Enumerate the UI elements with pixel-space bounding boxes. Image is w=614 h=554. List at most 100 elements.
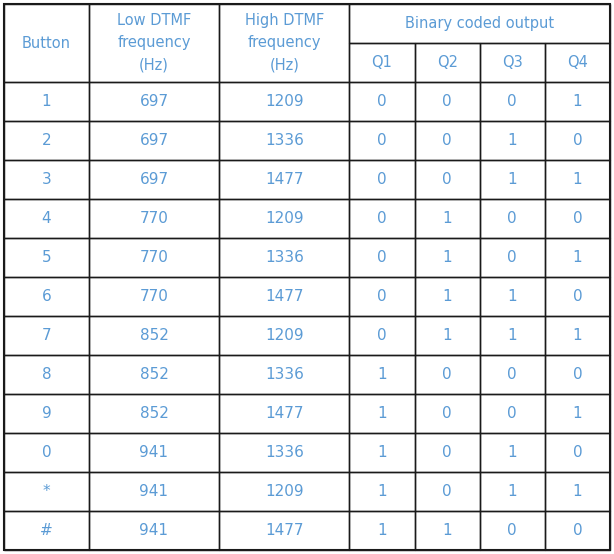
- Text: Q1: Q1: [371, 55, 392, 70]
- Text: 1: 1: [507, 172, 517, 187]
- Text: 1: 1: [573, 94, 582, 109]
- Text: 0: 0: [573, 523, 582, 538]
- Text: 0: 0: [507, 406, 517, 421]
- Text: 0: 0: [507, 367, 517, 382]
- Bar: [349, 511, 414, 550]
- Text: 852: 852: [139, 406, 168, 421]
- Bar: [4, 316, 89, 355]
- Text: 0: 0: [507, 211, 517, 226]
- Text: 0: 0: [442, 406, 452, 421]
- Text: 1: 1: [507, 445, 517, 460]
- Bar: [89, 316, 219, 355]
- Bar: [4, 160, 89, 199]
- Text: 0: 0: [573, 445, 582, 460]
- Text: 941: 941: [139, 484, 168, 499]
- Text: 1: 1: [573, 406, 582, 421]
- Text: Q2: Q2: [437, 55, 457, 70]
- Bar: [89, 160, 219, 199]
- Bar: [480, 82, 545, 121]
- Text: 941: 941: [139, 523, 168, 538]
- Text: 0: 0: [573, 211, 582, 226]
- Bar: [219, 472, 349, 511]
- Bar: [349, 238, 414, 277]
- Text: 852: 852: [139, 328, 168, 343]
- Text: 1: 1: [377, 406, 387, 421]
- Bar: [89, 121, 219, 160]
- Bar: [349, 433, 414, 472]
- Text: 1: 1: [377, 523, 387, 538]
- Bar: [480, 238, 545, 277]
- Text: 1209: 1209: [265, 211, 303, 226]
- Bar: [349, 277, 414, 316]
- Bar: [414, 433, 480, 472]
- Bar: [4, 433, 89, 472]
- Bar: [480, 199, 545, 238]
- Text: 0: 0: [377, 328, 387, 343]
- Bar: [4, 238, 89, 277]
- Bar: [219, 433, 349, 472]
- Text: 1477: 1477: [265, 289, 303, 304]
- Text: #: #: [40, 523, 53, 538]
- Text: 2: 2: [42, 133, 51, 148]
- Text: 0: 0: [377, 289, 387, 304]
- Bar: [219, 511, 349, 550]
- Bar: [545, 277, 610, 316]
- Text: 1: 1: [507, 289, 517, 304]
- Bar: [219, 121, 349, 160]
- Text: 0: 0: [377, 94, 387, 109]
- Bar: [545, 472, 610, 511]
- Bar: [89, 82, 219, 121]
- Text: 1: 1: [442, 289, 452, 304]
- Text: 697: 697: [139, 133, 169, 148]
- Text: Low DTMF
frequency
(Hz): Low DTMF frequency (Hz): [117, 13, 191, 73]
- Bar: [480, 316, 545, 355]
- Text: 0: 0: [573, 133, 582, 148]
- Bar: [545, 355, 610, 394]
- Bar: [414, 121, 480, 160]
- Bar: [89, 394, 219, 433]
- Text: 0: 0: [507, 250, 517, 265]
- Bar: [480, 394, 545, 433]
- Text: 0: 0: [442, 133, 452, 148]
- Bar: [349, 4, 610, 43]
- Bar: [349, 355, 414, 394]
- Text: 0: 0: [442, 367, 452, 382]
- Bar: [219, 238, 349, 277]
- Bar: [480, 160, 545, 199]
- Bar: [89, 199, 219, 238]
- Text: 0: 0: [377, 172, 387, 187]
- Bar: [219, 355, 349, 394]
- Text: 0: 0: [377, 133, 387, 148]
- Text: 0: 0: [442, 94, 452, 109]
- Bar: [349, 199, 414, 238]
- Text: 770: 770: [139, 289, 168, 304]
- Bar: [4, 394, 89, 433]
- Text: 1: 1: [442, 523, 452, 538]
- Text: 0: 0: [573, 367, 582, 382]
- Bar: [349, 394, 414, 433]
- Text: 1: 1: [377, 484, 387, 499]
- Bar: [89, 4, 219, 82]
- Text: 0: 0: [42, 445, 51, 460]
- Bar: [414, 160, 480, 199]
- Text: High DTMF
frequency
(Hz): High DTMF frequency (Hz): [244, 13, 324, 73]
- Text: 0: 0: [377, 250, 387, 265]
- Bar: [545, 199, 610, 238]
- Text: 1: 1: [573, 172, 582, 187]
- Text: 1: 1: [573, 250, 582, 265]
- Text: 1: 1: [442, 328, 452, 343]
- Text: 1: 1: [573, 484, 582, 499]
- Bar: [219, 4, 349, 82]
- Text: 6: 6: [42, 289, 52, 304]
- Bar: [414, 43, 480, 82]
- Text: 5: 5: [42, 250, 51, 265]
- Text: 697: 697: [139, 172, 169, 187]
- Bar: [4, 199, 89, 238]
- Text: Q4: Q4: [567, 55, 588, 70]
- Bar: [414, 355, 480, 394]
- Text: Q3: Q3: [502, 55, 523, 70]
- Text: 0: 0: [442, 445, 452, 460]
- Text: 1477: 1477: [265, 172, 303, 187]
- Text: 770: 770: [139, 211, 168, 226]
- Bar: [545, 82, 610, 121]
